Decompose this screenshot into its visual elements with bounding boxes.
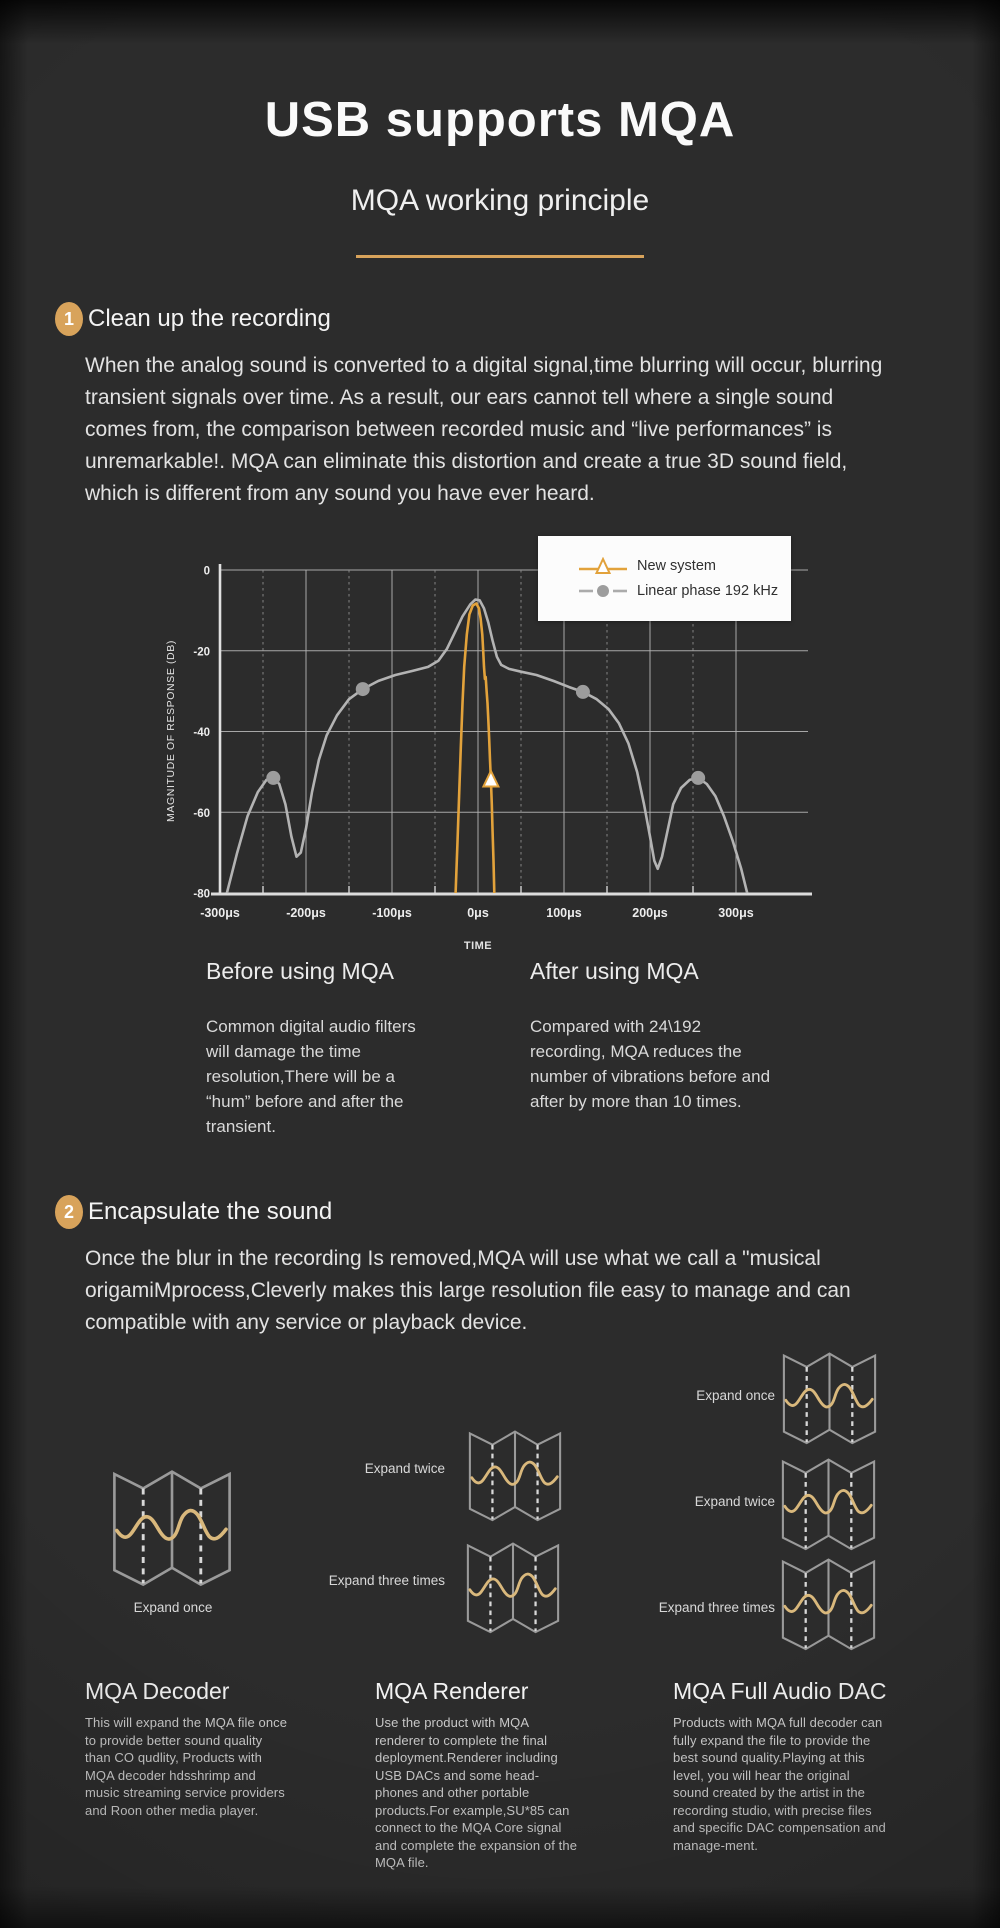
page-title: USB supports MQA — [264, 93, 736, 147]
section-1-body: When the analog sound is converted to a … — [85, 354, 883, 505]
section-2-heading: Encapsulate the sound — [88, 1198, 333, 1225]
expand-twice-label: Expand twice — [364, 1461, 445, 1476]
expand-three-times-label: Expand three times — [658, 1600, 775, 1615]
section-2-number-badge: 2 — [55, 1195, 83, 1229]
folded-wave-icon — [466, 1536, 560, 1634]
section-2-number: 2 — [63, 1201, 74, 1222]
svg-text:200μs: 200μs — [632, 906, 668, 920]
after-mqa-body: Compared with 24\192 recording, MQA redu… — [530, 1017, 771, 1111]
before-mqa-body: Common digital audio filters will damage… — [206, 1017, 416, 1136]
legend-label-linear-phase: Linear phase 192 kHz — [637, 583, 779, 599]
svg-text:0μs: 0μs — [467, 906, 489, 920]
svg-text:-20: -20 — [193, 646, 210, 658]
svg-text:0: 0 — [204, 566, 210, 578]
mqa-renderer-heading: MQA Renderer — [375, 1678, 529, 1704]
folded-wave-icon — [781, 1552, 876, 1651]
folded-wave-icon — [781, 1452, 876, 1551]
mqa-full-audio-dac-body: Products with MQA full decoder can fully… — [673, 1715, 886, 1853]
folded-wave-icon — [112, 1462, 232, 1587]
expand-twice-label: Expand twice — [694, 1494, 775, 1509]
accent-divider — [356, 255, 644, 258]
mqa-full-audio-dac-heading: MQA Full Audio DAC — [673, 1678, 887, 1704]
section-1-number: 1 — [63, 308, 74, 329]
page-subtitle: MQA working principle — [350, 184, 650, 217]
mqa-renderer-body: Use the product with MQA renderer to com… — [375, 1715, 578, 1870]
expand-once-label: Expand once — [133, 1600, 213, 1615]
svg-text:-40: -40 — [193, 727, 210, 739]
linear-phase-line-circle-marker-icon — [579, 585, 627, 597]
new-system-line-triangle-marker-icon — [579, 557, 627, 574]
section-1-heading: Clean up the recording — [88, 305, 331, 332]
mqa-decoder-body: This will expand the MQA file once to pr… — [85, 1715, 288, 1818]
section-1-number-badge: 1 — [55, 302, 83, 336]
expand-three-times-label: Expand three times — [328, 1573, 445, 1588]
svg-text:MAGNITUDE OF RESPONSE (DB): MAGNITUDE OF RESPONSE (DB) — [165, 640, 177, 822]
legend-item-new-system: New system — [578, 557, 791, 575]
svg-text:-60: -60 — [193, 808, 210, 820]
legend-label-new-system: New system — [637, 558, 716, 574]
mqa-response-chart: 0 -20 -40 -60 -80 -300μs -200μs -100μs 0μs 100μs 2… — [140, 536, 990, 968]
svg-text:300μs: 300μs — [718, 906, 754, 920]
mqa-decoder-heading: MQA Decoder — [85, 1678, 230, 1704]
svg-text:TIME: TIME — [464, 940, 492, 952]
before-mqa-heading: Before using MQA — [206, 958, 394, 984]
svg-text:100μs: 100μs — [546, 906, 582, 920]
svg-text:-200μs: -200μs — [286, 906, 326, 920]
legend-item-linear-phase: Linear phase 192 kHz — [578, 582, 791, 600]
section-2-body: Once the blur in the recording Is remove… — [85, 1247, 851, 1334]
chart-legend: New system Linear phase 192 kHz — [538, 536, 791, 621]
svg-text:-80: -80 — [193, 889, 210, 901]
svg-text:-100μs: -100μs — [372, 906, 412, 920]
folded-wave-icon — [468, 1424, 562, 1522]
after-mqa-heading: After using MQA — [530, 958, 699, 984]
folded-wave-icon — [782, 1346, 877, 1445]
expand-once-label: Expand once — [696, 1388, 775, 1403]
svg-text:-300μs: -300μs — [200, 906, 240, 920]
